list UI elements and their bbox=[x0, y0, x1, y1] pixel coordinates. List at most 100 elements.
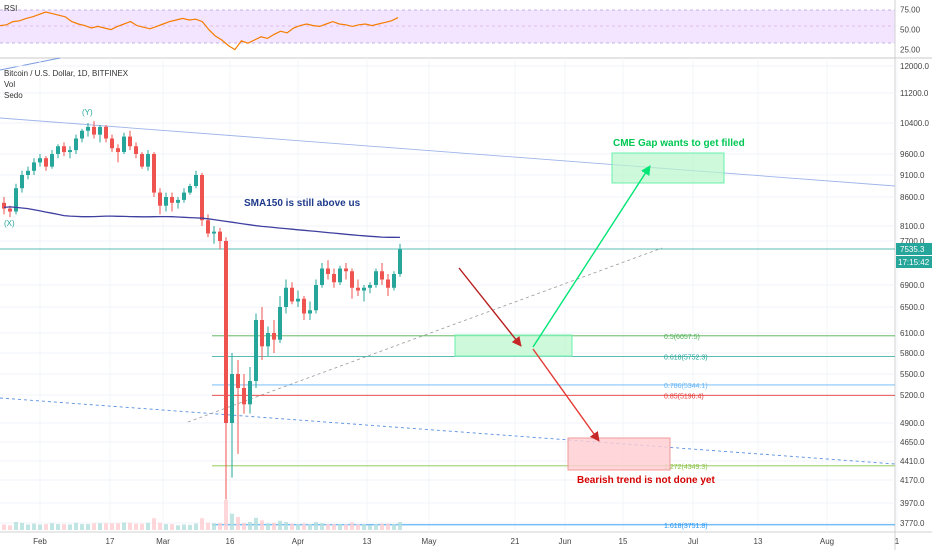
cme-gap-zone[interactable] bbox=[611, 152, 725, 184]
candle-body bbox=[314, 285, 318, 311]
candle-body bbox=[140, 154, 144, 167]
price-tick: 5500.0 bbox=[900, 370, 925, 379]
volume-bar bbox=[182, 524, 186, 530]
volume-bar bbox=[56, 524, 60, 530]
volume-bar bbox=[386, 523, 390, 530]
rsi-line bbox=[0, 11, 399, 51]
candle-body bbox=[146, 154, 150, 167]
price-axis[interactable]: 12000.0 11200.0 10400.0 9600.0 9100.0 8600.0 8… bbox=[900, 62, 929, 528]
candle-body bbox=[188, 186, 192, 193]
grid bbox=[0, 58, 898, 532]
candle-body bbox=[386, 279, 390, 288]
candle-body bbox=[176, 199, 180, 203]
volume-bar bbox=[212, 523, 216, 530]
price-tick: 3970.0 bbox=[900, 499, 925, 508]
candle-body bbox=[302, 298, 306, 314]
volume-bar bbox=[74, 522, 78, 530]
time-tick: Mar bbox=[156, 537, 170, 546]
volume-bar bbox=[188, 524, 192, 530]
sedo-label: Sedo bbox=[4, 91, 23, 100]
candle-body bbox=[392, 274, 396, 288]
down-arrow-to-bear[interactable] bbox=[532, 348, 600, 442]
price-tick: 4650.0 bbox=[900, 438, 925, 447]
fib-label: 1.272(4349.3) bbox=[664, 464, 708, 471]
candle-body bbox=[344, 268, 348, 272]
volume-bar bbox=[218, 522, 222, 530]
candle-body bbox=[92, 126, 96, 135]
volume-bar bbox=[392, 524, 396, 530]
candle-body bbox=[44, 158, 48, 167]
time-axis[interactable]: Feb 17 Mar 16 Apr 13 May 21 Jun 15 Jul 13 Aug 1 bbox=[33, 537, 900, 546]
upper-trendline bbox=[0, 117, 896, 187]
price-tick: 3770.0 bbox=[900, 519, 925, 528]
fib-label: 0.618(5752.3) bbox=[664, 354, 708, 361]
rsi-pane: RSI 75.00 50.00 25.00 bbox=[0, 4, 921, 55]
bearish-target-zone[interactable] bbox=[567, 437, 671, 471]
volume-bar bbox=[356, 524, 360, 530]
vol-label: Vol bbox=[4, 80, 15, 89]
candle-body bbox=[62, 146, 66, 153]
volume-bar bbox=[230, 513, 234, 530]
candle-body bbox=[26, 170, 30, 175]
price-tick: 6100.0 bbox=[900, 329, 925, 338]
countdown: 17:15:42 bbox=[898, 258, 930, 267]
time-tick: Apr bbox=[292, 537, 305, 546]
volume-bar bbox=[224, 500, 228, 530]
fib-levels: 0.5(6057.5) 0.618(5752.3) 0.786(5344.1) 0.8… bbox=[212, 334, 895, 530]
candle-body bbox=[122, 136, 126, 153]
candle-body bbox=[230, 374, 234, 423]
candle-body bbox=[326, 268, 330, 274]
volume-bar bbox=[296, 524, 300, 530]
volume-bar bbox=[194, 523, 198, 530]
candle-body bbox=[80, 130, 84, 139]
price-tick: 9100.0 bbox=[900, 171, 925, 180]
bearish-note: Bearish trend is not done yet bbox=[577, 475, 715, 486]
volume-bar bbox=[32, 523, 36, 530]
volume-bar bbox=[266, 523, 270, 530]
price-tick: 5800.0 bbox=[900, 349, 925, 358]
up-arrow-to-cme[interactable] bbox=[532, 165, 651, 348]
candle-body bbox=[290, 287, 294, 302]
volume-bar bbox=[44, 524, 48, 530]
cme-gap-note: CME Gap wants to get filled bbox=[613, 138, 745, 149]
wave-label-x: (X) bbox=[4, 219, 15, 228]
rsi-tick: 75.00 bbox=[900, 6, 921, 15]
volume-bar bbox=[254, 517, 258, 530]
candle-body bbox=[308, 310, 312, 314]
candle-body bbox=[170, 197, 174, 203]
volume-bar bbox=[152, 518, 156, 530]
candle-body bbox=[374, 271, 378, 285]
fib-buy-zone[interactable] bbox=[454, 334, 573, 357]
candle-body bbox=[14, 188, 18, 212]
candle-body bbox=[380, 271, 384, 280]
lower-trendline bbox=[0, 397, 896, 465]
volume-bar bbox=[206, 522, 210, 530]
volume-bar bbox=[110, 523, 114, 530]
candle-body bbox=[224, 241, 228, 423]
candle-body bbox=[86, 126, 90, 131]
volume-bar bbox=[176, 525, 180, 530]
price-tick: 4900.0 bbox=[900, 419, 925, 428]
volume-bars bbox=[2, 500, 402, 530]
volume-bar bbox=[260, 520, 264, 530]
down-arrow-to-fib[interactable] bbox=[458, 267, 522, 347]
candle-body bbox=[236, 374, 240, 388]
price-tick: 12000.0 bbox=[900, 62, 929, 71]
time-tick: 13 bbox=[363, 537, 372, 546]
time-tick: Aug bbox=[820, 537, 834, 546]
price-tick: 9600.0 bbox=[900, 150, 925, 159]
volume-bar bbox=[128, 522, 132, 530]
volume-bar bbox=[20, 522, 24, 530]
volume-bar bbox=[332, 524, 336, 530]
candle-body bbox=[104, 126, 108, 139]
countdown-tag bbox=[896, 256, 932, 268]
candle-body bbox=[206, 220, 210, 234]
time-tick: Jul bbox=[688, 537, 698, 546]
volume-bar bbox=[134, 523, 138, 530]
volume-bar bbox=[398, 522, 402, 530]
last-price: 7535.3 bbox=[900, 245, 925, 254]
volume-bar bbox=[116, 523, 120, 530]
candle-body bbox=[218, 231, 222, 241]
candle-body bbox=[398, 249, 402, 274]
